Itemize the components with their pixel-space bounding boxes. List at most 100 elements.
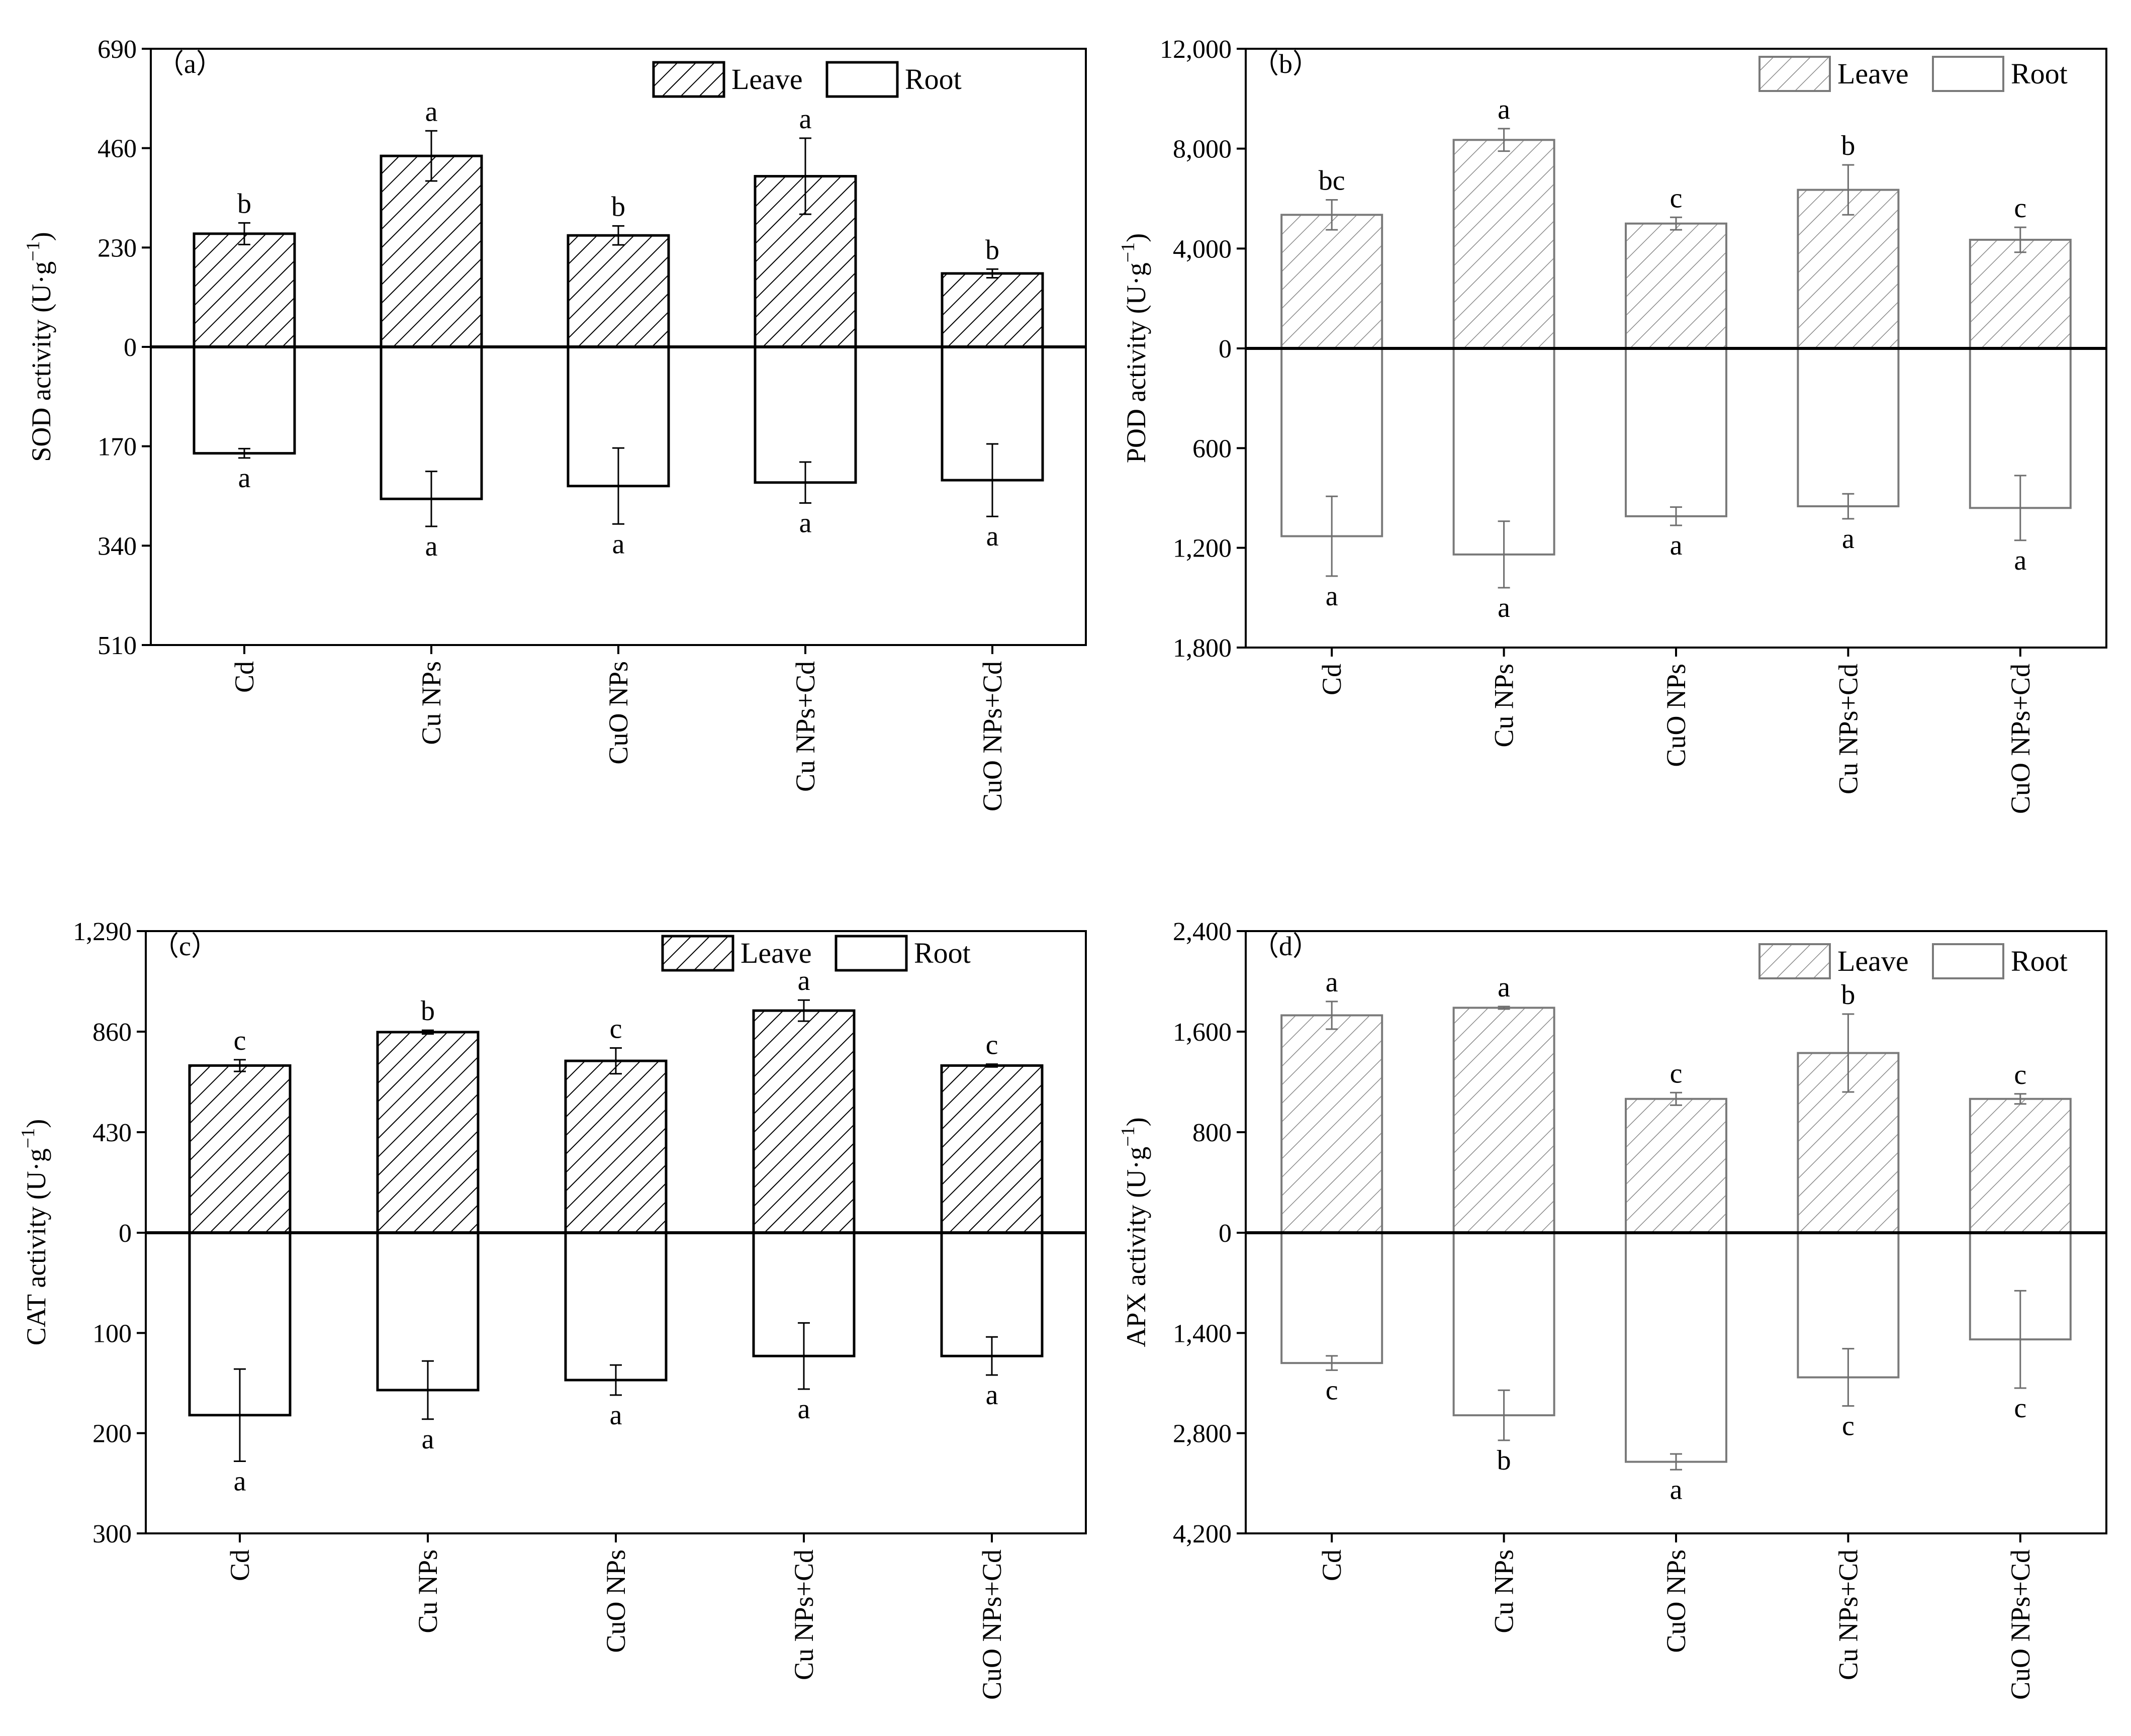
error-bar-root — [238, 447, 250, 459]
error-bar-root — [1498, 1389, 1510, 1441]
significance-letter-root: a — [1498, 592, 1510, 623]
error-bar-leave — [1670, 1091, 1682, 1106]
significance-letter-leave: c — [234, 1025, 246, 1056]
bar-leave — [1452, 139, 1555, 349]
legend: Leave Root — [652, 61, 962, 98]
error-bar-root — [986, 443, 998, 517]
y-tick-label: 600 — [1192, 434, 1232, 463]
y-axis-label: APX activity (U·g−1) — [1118, 1117, 1151, 1347]
chart-panel-1: 690 460 230 0 170 340 510 SOD activity (U·g−1) （… — [23, 35, 1087, 811]
legend-label-root: Root — [2011, 57, 2068, 90]
y-tick-label: 4,200 — [1173, 1520, 1232, 1548]
chart-panel-4: 2,400 1,600 800 0 1,400 2,800 4,200 APX activit… — [1118, 918, 2107, 1700]
significance-letter-leave: c — [610, 1014, 622, 1045]
x-category-label: Cu NPs — [1489, 1549, 1519, 1633]
legend-swatch-leave — [652, 61, 725, 98]
significance-letter-root: a — [238, 463, 251, 494]
error-bar-leave — [238, 222, 250, 245]
y-tick-label: 100 — [92, 1319, 132, 1348]
significance-letter-root: c — [1842, 1411, 1855, 1442]
panel-label: （d） — [1252, 931, 1320, 961]
y-tick-label: 860 — [92, 1018, 132, 1047]
y-tick-label: 1,600 — [1173, 1018, 1232, 1047]
significance-letter-root: a — [1842, 523, 1855, 555]
x-category-label: Cu NPs — [416, 661, 446, 745]
significance-letter-root: a — [798, 1394, 810, 1425]
y-axis-label: CAT activity (U·g−1) — [18, 1119, 51, 1345]
bar-root — [1452, 347, 1555, 556]
error-bar-leave — [422, 1029, 434, 1035]
bar-leave — [940, 1064, 1044, 1234]
significance-letter-leave: b — [985, 234, 999, 265]
y-tick-label: 300 — [92, 1520, 132, 1548]
significance-letter-root: c — [1326, 1375, 1338, 1406]
significance-letter-leave: b — [1841, 130, 1855, 161]
bar-leave — [380, 154, 483, 348]
significance-letter-leave: c — [1670, 182, 1683, 214]
y-tick-label: 230 — [98, 234, 137, 262]
y-axis-label: SOD activity (U·g−1) — [23, 232, 56, 462]
error-bar-root — [234, 1368, 246, 1462]
error-bar-root — [2014, 1290, 2026, 1389]
legend-label-root: Root — [914, 937, 971, 969]
significance-letter-leave: b — [421, 995, 435, 1027]
error-bar-leave — [1326, 199, 1338, 231]
significance-letter-leave: bc — [1319, 165, 1345, 196]
y-tick-label: 0 — [1219, 1219, 1232, 1248]
error-bar-leave — [612, 225, 624, 246]
y-tick-label: 340 — [98, 532, 137, 561]
error-bar-root — [610, 1364, 622, 1396]
significance-letter-root: a — [610, 1400, 622, 1431]
bar-leave — [564, 1059, 668, 1234]
error-bar-leave — [610, 1047, 622, 1075]
bar-leave — [376, 1031, 480, 1234]
significance-letter-leave: c — [2014, 1059, 2026, 1090]
error-bar-leave — [986, 268, 998, 279]
error-bar-leave — [1498, 128, 1510, 152]
significance-letter-leave: a — [1326, 967, 1338, 998]
error-bar-root — [1326, 495, 1338, 577]
legend-swatch-leave — [1758, 943, 1831, 979]
error-bar-root — [1498, 520, 1510, 589]
x-category-label: CuO NPs+Cd — [2005, 1549, 2035, 1700]
legend-swatch-leave — [661, 935, 734, 972]
bar-leave — [1969, 238, 2072, 350]
y-tick-label: 170 — [98, 433, 137, 462]
y-tick-label: 0 — [124, 333, 137, 362]
legend: Leave Root — [1758, 943, 2068, 979]
legend-swatch-root — [835, 935, 908, 972]
bar-root — [1797, 347, 1900, 508]
bar-leave — [1280, 1014, 1383, 1234]
legend-label-leave: Leave — [731, 63, 803, 96]
significance-letter-root: b — [1497, 1445, 1511, 1476]
bar-leave — [567, 234, 670, 348]
legend: Leave Root — [1758, 56, 2068, 92]
y-axis-label: POD activity (U·g−1) — [1118, 233, 1151, 463]
error-bar-leave — [2014, 1093, 2026, 1105]
error-bar-leave — [1326, 1000, 1338, 1030]
significance-letter-leave: b — [1841, 979, 1855, 1011]
legend-label-root: Root — [2011, 945, 2068, 977]
legend: Leave Root — [661, 935, 971, 972]
bar-leave — [1625, 1098, 1727, 1234]
bar-leave — [188, 1064, 292, 1234]
error-bar-root — [1326, 1355, 1338, 1371]
significance-letter-leave: a — [1498, 94, 1510, 125]
legend-label-leave: Leave — [740, 937, 812, 969]
legend-label-leave: Leave — [1837, 945, 1909, 977]
y-tick-label: 1,290 — [73, 918, 132, 946]
x-category-label: Cu NPs+Cd — [790, 661, 820, 792]
panel-label: （a） — [157, 49, 223, 79]
error-bar-leave — [798, 999, 810, 1022]
panel-label: （c） — [152, 931, 218, 961]
bar-root — [1625, 347, 1727, 517]
significance-letter-root: a — [422, 1424, 434, 1455]
significance-letter-root: a — [425, 531, 438, 562]
significance-letter-leave: b — [237, 188, 251, 219]
x-category-label: CuO NPs — [1661, 1549, 1691, 1653]
y-tick-label: 2,400 — [1173, 918, 1232, 946]
error-bar-root — [799, 461, 811, 504]
bar-leave — [752, 1009, 856, 1234]
legend-label-leave: Leave — [1837, 57, 1909, 90]
significance-letter-leave: b — [611, 191, 625, 222]
